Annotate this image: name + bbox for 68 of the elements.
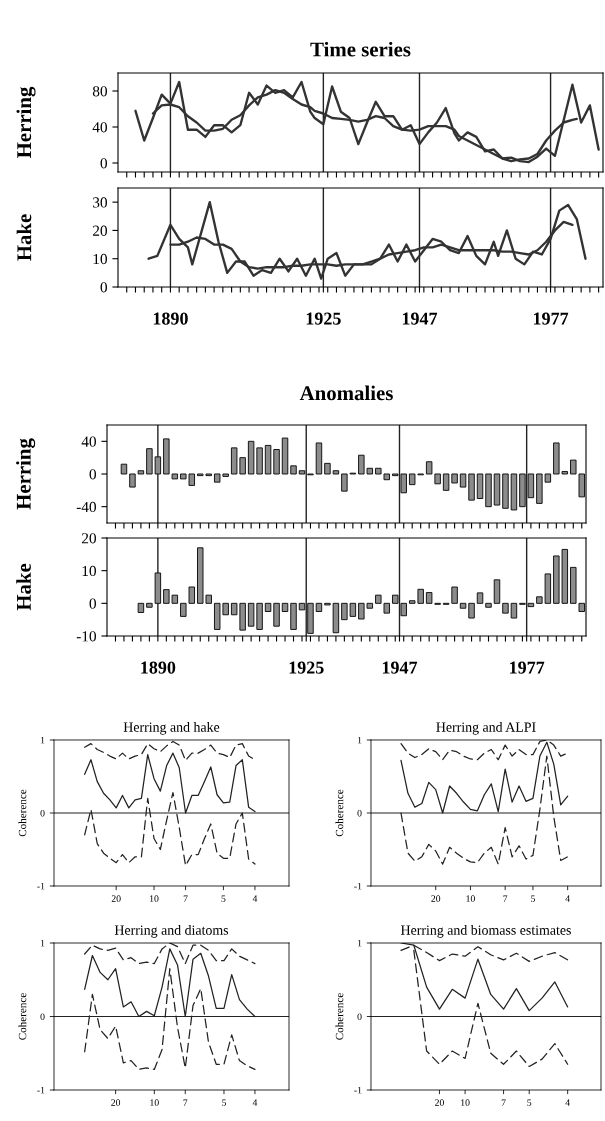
y-axis-title: Coherence (18, 993, 27, 1040)
x-tick-label: 5 (527, 1099, 532, 1106)
y-tick-label: 10 (82, 565, 96, 577)
y-tick-label: 10 (93, 253, 107, 265)
y-tick-label: 20 (81, 533, 96, 544)
y-tick-label: 30 (93, 197, 107, 208)
x-tick-label: 7 (183, 895, 188, 902)
y-axis-title: Hake (16, 214, 32, 261)
chart-title: Anomalies (299, 385, 393, 401)
x-tick-label: 7 (503, 895, 508, 902)
y-axis-title: Coherence (335, 993, 344, 1040)
y-axis-title: Coherence (18, 789, 27, 837)
y-axis-title: Herring (16, 86, 36, 159)
y-tick-label: 0 (40, 809, 45, 817)
x-tick-label: 20 (431, 895, 441, 902)
chart-title: Herring and hake (123, 722, 220, 735)
x-tick-label: 10 (150, 1099, 159, 1106)
chart-title: Herring and diatoms (114, 925, 229, 938)
chart-title: Herring and ALPI (436, 722, 536, 735)
y-tick-label: 40 (81, 436, 96, 447)
x-tick-label: 1947 (382, 661, 418, 674)
y-tick-label: -10 (76, 631, 96, 642)
x-tick-label: 20 (111, 895, 121, 902)
y-tick-label: -40 (76, 501, 96, 513)
y-tick-label: 1 (357, 939, 362, 947)
x-tick-label: 7 (183, 1099, 188, 1106)
x-tick-label: 1947 (402, 312, 438, 325)
y-tick-label: -1 (37, 1086, 45, 1094)
x-tick-label: 10 (150, 895, 159, 902)
y-tick-label: 1 (40, 939, 45, 947)
y-tick-label: 1 (40, 736, 45, 744)
y-tick-label: 40 (92, 122, 107, 133)
x-tick-label: 4 (565, 1099, 570, 1106)
y-tick-label: -1 (37, 882, 45, 890)
y-tick-label: 80 (92, 86, 107, 97)
x-tick-label: 4 (252, 1099, 258, 1106)
y-tick-label: 0 (40, 1013, 45, 1020)
y-axis-title: Herring (16, 438, 36, 510)
y-axis-title: Hake (16, 563, 31, 611)
x-tick-label: 4 (565, 895, 570, 902)
x-tick-label: 5 (222, 1099, 227, 1106)
x-tick-label: 1977 (533, 312, 569, 325)
x-tick-label: 1890 (141, 661, 176, 674)
x-tick-label: 7 (501, 1099, 506, 1106)
x-tick-label: 4 (252, 895, 258, 902)
y-tick-label: 0 (100, 158, 107, 169)
chart-title: Herring and biomass estimates (400, 925, 571, 938)
y-tick-label: 0 (89, 469, 96, 480)
x-tick-label: 1925 (306, 312, 341, 325)
x-tick-label: 1977 (510, 661, 545, 674)
y-tick-label: 1 (357, 736, 362, 744)
x-tick-label: 1890 (153, 312, 188, 325)
y-tick-label: 20 (92, 225, 107, 236)
x-tick-label: 1925 (289, 661, 324, 674)
x-tick-label: 20 (435, 1099, 444, 1106)
x-tick-label: 5 (221, 895, 226, 902)
y-tick-label: 0 (357, 1013, 362, 1020)
x-tick-label: 10 (466, 895, 475, 902)
x-tick-label: 5 (531, 895, 535, 902)
y-tick-label: -1 (354, 1086, 362, 1094)
y-axis-title: Coherence (335, 789, 344, 837)
y-tick-label: 0 (89, 598, 96, 609)
chart-title: Time series (310, 41, 411, 57)
x-tick-label: 20 (111, 1099, 121, 1106)
y-tick-label: -1 (354, 882, 362, 890)
x-tick-label: 10 (461, 1099, 470, 1106)
y-tick-label: 0 (100, 282, 107, 293)
y-tick-label: 0 (357, 809, 362, 817)
